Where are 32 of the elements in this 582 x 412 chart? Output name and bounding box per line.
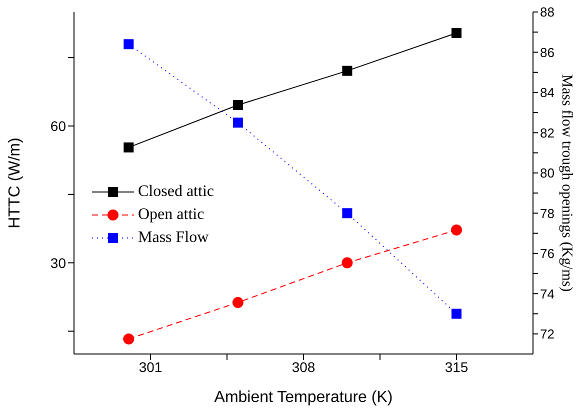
point [124,39,134,50]
y2-tick-label: 74 [540,286,554,302]
y2-tick-label: 80 [540,166,554,181]
point [124,142,134,152]
legend-label: Mass Flow [138,228,209,246]
y2-tick-label: 88 [540,4,554,20]
point [342,208,352,218]
point [342,257,353,268]
y2-tick-label: 72 [540,326,554,342]
y-tick-label: 60 [50,118,66,134]
y2-tick-label: 76 [540,246,554,262]
point [452,28,462,38]
x-axis-title: Ambient Temperature (K) [214,389,393,406]
legend-label: Open attic [138,206,204,224]
x-tick-label: 308 [292,358,316,375]
y-tick-label: 30 [50,254,66,271]
legend-label: Closed attic [138,182,214,200]
point [451,224,462,236]
point [452,308,462,319]
y-axis-title: HTTC (W/m) [6,138,24,228]
y2-tick-label: 86 [540,44,554,60]
point [342,66,352,76]
x-tick-label: 301 [138,358,162,375]
point [123,333,134,344]
point [232,296,244,308]
y2-axis-title: Mass flow trough openings (Kg/ms) [558,74,575,292]
y2-tick-label: 78 [540,206,554,221]
y2-tick-label: 82 [540,125,554,140]
x-tick-label: 315 [444,358,468,375]
y2-tick-label: 84 [540,85,554,100]
point [232,100,243,110]
point [232,118,243,128]
